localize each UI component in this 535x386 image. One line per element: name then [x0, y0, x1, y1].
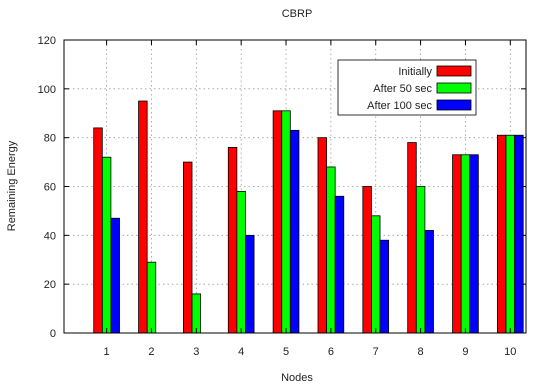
y-tick-label: 40 — [44, 230, 56, 242]
chart-title: CBRP — [282, 8, 313, 20]
x-tick-label: 4 — [238, 346, 244, 358]
legend-swatch — [436, 65, 472, 77]
bar-1-node-6 — [317, 137, 327, 334]
legend-label: Initially — [398, 66, 432, 78]
y-axis-label: Remaining Energy — [6, 140, 18, 231]
bar-2-node-1 — [101, 156, 112, 334]
bar-3-node-7 — [379, 239, 390, 334]
bar-3-node-6 — [334, 195, 345, 334]
bars — [93, 100, 524, 334]
y-tick-label: 0 — [50, 328, 56, 340]
y-tick-label: 100 — [38, 84, 56, 96]
legend-label: After 100 sec — [367, 100, 432, 112]
legend-swatch — [436, 82, 472, 94]
bar-1-node-1 — [93, 127, 103, 334]
y-tick-label: 120 — [38, 35, 56, 47]
bar-2-node-9 — [460, 154, 471, 334]
x-tick-label: 9 — [462, 346, 468, 358]
bar-2-node-5 — [281, 110, 291, 334]
bar-1-node-10 — [497, 134, 507, 334]
x-tick-label: 2 — [148, 346, 154, 358]
bar-1-node-8 — [407, 142, 417, 334]
bar-1-node-2 — [138, 100, 148, 334]
legend-label: After 50 sec — [373, 83, 432, 95]
x-tick-label: 10 — [504, 346, 516, 358]
bar-1-node-9 — [452, 154, 462, 334]
bar-3-node-9 — [469, 154, 479, 334]
bar-2-node-7 — [371, 215, 381, 334]
x-tick-label: 1 — [104, 346, 110, 358]
bar-3-node-5 — [289, 129, 300, 334]
bar-2-node-6 — [326, 166, 336, 334]
x-tick-label: 8 — [418, 346, 424, 358]
bar-2-node-2 — [146, 261, 157, 334]
x-tick-label: 3 — [193, 346, 199, 358]
bar-2-node-8 — [415, 186, 426, 334]
bar-3-node-8 — [424, 230, 434, 334]
bar-1-node-4 — [227, 147, 238, 334]
bar-1-node-3 — [183, 161, 193, 334]
bar-2-node-3 — [191, 293, 202, 334]
bar-2-node-4 — [236, 190, 246, 334]
bar-1-node-5 — [272, 110, 283, 334]
x-tick-label: 6 — [328, 346, 334, 358]
x-axis-label: Nodes — [281, 372, 313, 384]
legend: Initially After 50 sec After 100 sec — [337, 59, 477, 116]
x-tick-label: 5 — [283, 346, 289, 358]
bar-3-node-4 — [245, 234, 255, 334]
y-axis-ticks: 0 20 40 60 80 100 120 — [38, 35, 526, 340]
y-tick-label: 80 — [44, 133, 56, 145]
x-tick-label: 7 — [373, 346, 379, 358]
bar-2-node-10 — [505, 134, 516, 334]
legend-swatch — [436, 99, 472, 111]
y-tick-label: 20 — [44, 279, 56, 291]
bar-3-node-1 — [110, 217, 120, 334]
x-axis-ticks: 1 2 3 4 5 6 7 8 9 10 — [104, 40, 516, 358]
bar-3-node-10 — [514, 134, 524, 334]
y-tick-label: 60 — [44, 182, 56, 194]
bar-1-node-7 — [362, 186, 372, 334]
